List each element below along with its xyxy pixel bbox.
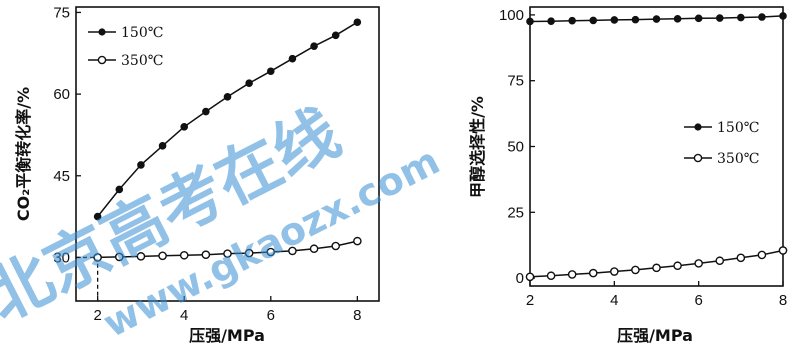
chart1-series-0-point: [673, 15, 682, 23]
chart0-x-tick-label: 8: [353, 307, 361, 324]
chart0-series-1-point: [353, 236, 362, 246]
chart1-frame: [529, 6, 784, 287]
chart1-series-1-point: [546, 271, 556, 281]
chart1-ticks: 2 4 6 8 0 25 50 75 100: [499, 7, 787, 309]
chart0-series-0-point: [331, 31, 340, 40]
chart0-y-tick-label: 60: [53, 86, 70, 103]
chart1-y-tick-label: 50: [507, 139, 524, 156]
chart0-series-1-point: [331, 241, 341, 251]
chart0-series-1-point: [93, 253, 102, 262]
chart0-series-1-point: [114, 252, 124, 262]
chart1-series-1-point: [567, 270, 577, 279]
chart0-series-0-point: [288, 54, 297, 63]
chart1-series-0-point: [779, 12, 787, 20]
chart1-series-1-point: [736, 253, 746, 263]
chart0-series-1-point: [244, 248, 254, 258]
chart1-series-1-point: [715, 256, 725, 266]
chart0-y-tick-label: 45: [53, 168, 70, 185]
chart1-series-0-point: [758, 13, 766, 21]
chart1-series-0-point: [631, 15, 640, 24]
chart0-series-1-point: [309, 244, 319, 254]
chart0-series-0-point: [180, 122, 189, 131]
chart0-series-1-point: [288, 246, 297, 256]
chart0-series-0-point: [137, 161, 145, 169]
chart1-series-0-point: [652, 15, 661, 23]
chart1-x-label: 压强/MPa: [617, 326, 693, 345]
co2-conversion-chart: 2 4 6 8 30 45 60 75 压强/MPa CO₂平衡转化率/% 150℃ 350℃: [14, 4, 380, 345]
chart0-series-1-point: [201, 250, 211, 260]
chart0-ticks: 2 4 6 8 30 45 60 75: [53, 4, 361, 324]
chart1-y-label: 甲醇选择性/%: [468, 96, 487, 198]
chart0-legend-label-350: 350℃: [121, 53, 163, 69]
chart1-series-1-point: [673, 261, 682, 271]
chart0-series-0-point: [245, 79, 253, 88]
chart1-series-1-point: [778, 246, 788, 255]
chart1-series-0-point: [737, 13, 745, 22]
chart0-x-tick-label: 4: [180, 307, 188, 324]
chart0-legend-marker-150: [98, 28, 106, 36]
chart0-y-label: CO₂平衡转化率/%: [14, 87, 33, 221]
chart0-series-0-point: [266, 67, 275, 76]
chart0-y-tick-label: 75: [53, 4, 70, 21]
chart0-series-1-point: [158, 251, 167, 261]
chart0-x-tick-label: 2: [93, 307, 101, 324]
chart1-series-1-point: [588, 268, 598, 278]
chart0-series: [93, 18, 362, 262]
chart1-series-0-point: [547, 17, 555, 26]
chart1-series-0-point: [610, 16, 619, 24]
chart1-series-1-point: [652, 263, 661, 273]
chart1-y-tick-label: 100: [499, 7, 524, 24]
chart1-legend-label-350: 350℃: [717, 151, 759, 167]
chart1-series-1-point: [610, 267, 619, 276]
chart1-y-tick-label: 0: [516, 270, 524, 287]
chart1-series-0-point: [694, 14, 703, 23]
methanol-selectivity-chart: 2 4 6 8 0 25 50 75 100 压强/MPa 甲醇选择性/% 150℃ 350℃: [468, 6, 788, 345]
chart1-series-1-point: [694, 259, 703, 268]
chart1-x-tick-label: 2: [526, 292, 534, 309]
chart0-series-0-point: [310, 42, 318, 50]
chart1-x-tick-label: 4: [610, 292, 618, 309]
chart0-legend-label-150: 150℃: [121, 25, 163, 41]
chart0-series-0-point: [115, 185, 124, 194]
chart1-y-tick-label: 75: [507, 73, 524, 90]
chart0-legend: 150℃ 350℃: [88, 25, 163, 69]
chart1-series-1-point: [525, 272, 535, 282]
chart1-series-1-point: [631, 265, 640, 275]
chart0-series-1-point: [136, 252, 146, 261]
chart0-series-1-point: [223, 249, 232, 258]
chart1-series-0-point: [568, 16, 576, 25]
chart1-legend-marker-150: [694, 123, 702, 131]
chart0-x-tick-label: 6: [267, 307, 275, 324]
chart0-series-0-point: [202, 107, 210, 116]
chart0-legend-marker-350: [97, 55, 107, 65]
chart0-frame: [75, 6, 380, 302]
chart1-series: [525, 12, 788, 282]
chart0-x-label: 压强/MPa: [189, 326, 265, 345]
chart1-x-tick-label: 6: [694, 292, 702, 309]
chart1-legend-label-150: 150℃: [717, 120, 759, 136]
chart1-legend: 150℃ 350℃: [684, 120, 759, 167]
chart0-series-0-point: [93, 212, 102, 221]
chart0-series-0-point: [158, 142, 167, 150]
chart1-series-1-point: [757, 250, 767, 260]
chart1-series-0-point: [526, 17, 534, 26]
chart0-series-0-point: [223, 93, 232, 101]
chart1-series-0-point: [589, 16, 598, 25]
chart1-y-tick-label: 25: [507, 204, 524, 221]
chart0-series-1-point: [266, 247, 276, 257]
chart0-y-tick-label: 30: [53, 249, 70, 266]
chart1-x-tick-label: 8: [779, 292, 787, 309]
chart0-series-1-point: [179, 250, 189, 260]
chart0-series-0-point: [353, 18, 362, 27]
chart1-legend-marker-350: [693, 153, 703, 163]
chart1-series-0-point: [715, 14, 724, 22]
